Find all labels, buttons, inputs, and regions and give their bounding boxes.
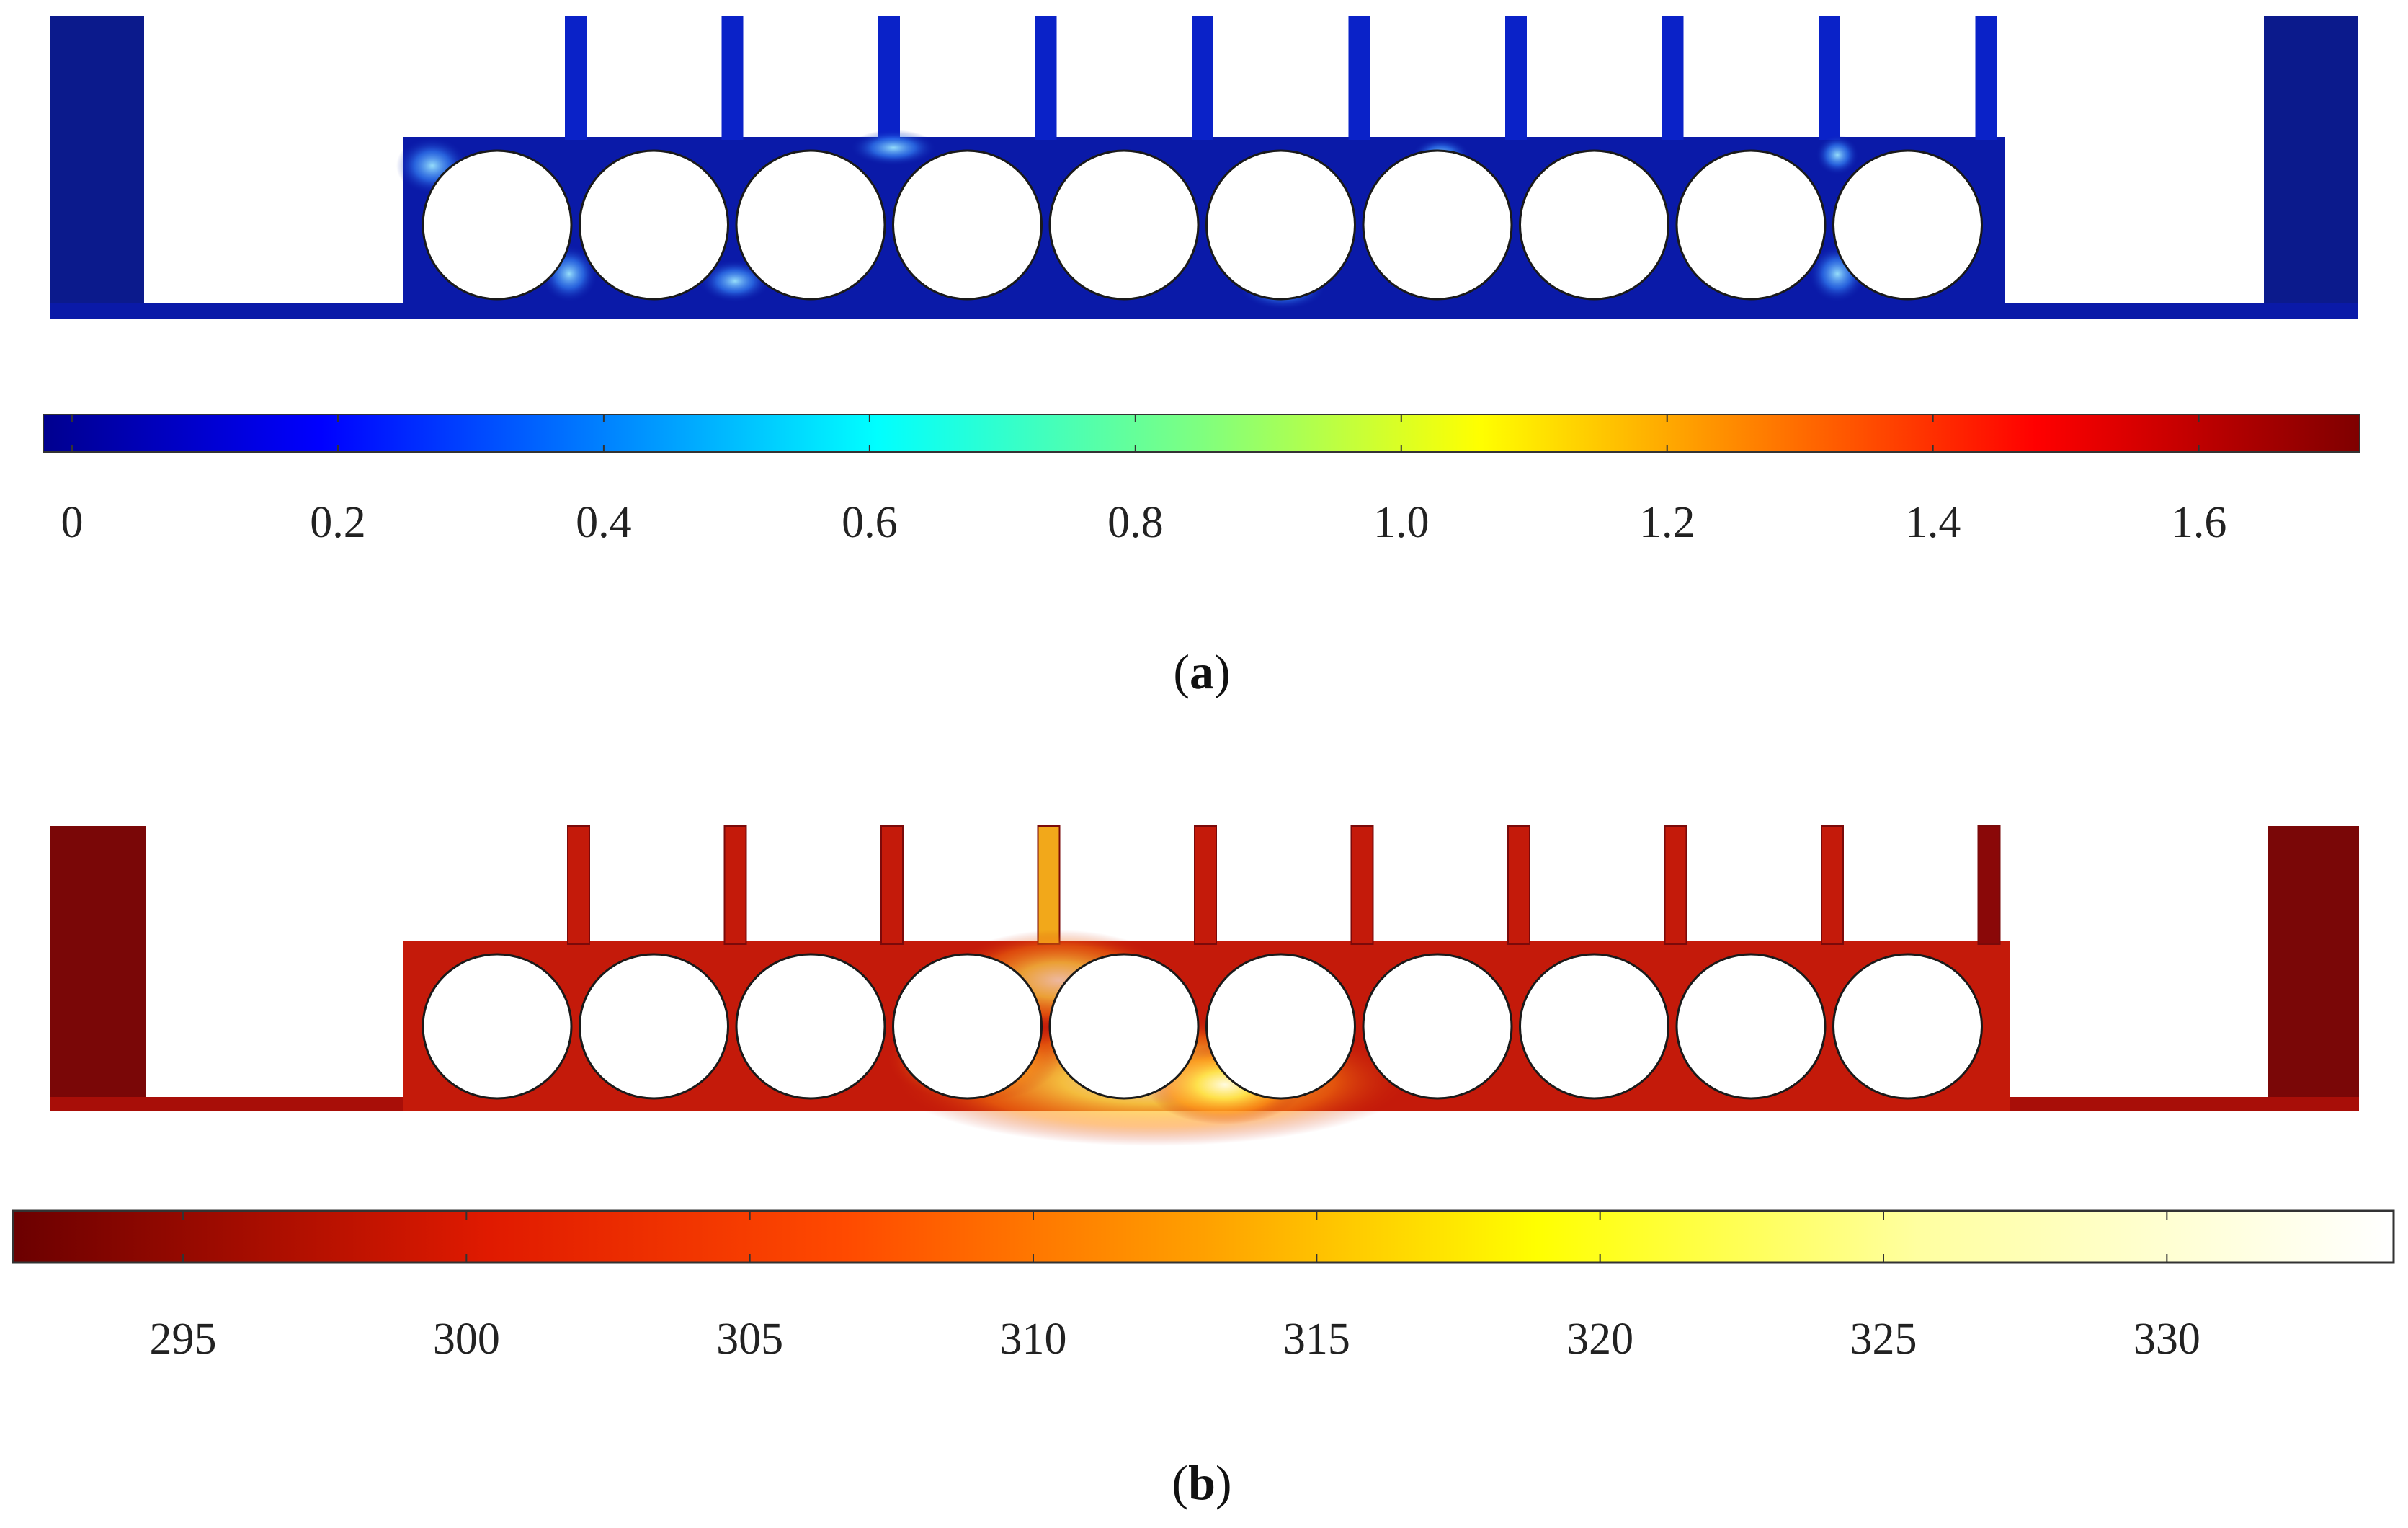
- fin: [1975, 16, 1997, 140]
- fin: [1664, 825, 1687, 945]
- colorbar-tick-label: 0.2: [310, 498, 366, 547]
- panel-a-label: (a): [1173, 644, 1230, 699]
- colorbar-tick-label: 0.6: [842, 498, 898, 547]
- colorbar-tick-label: 0: [61, 498, 84, 547]
- panel-b-geometry: [50, 825, 2359, 1146]
- fin: [1507, 825, 1530, 945]
- panel-b-label: (b): [1172, 1455, 1231, 1510]
- tube: [1519, 953, 1669, 1100]
- tube: [1048, 149, 1200, 301]
- colorbar-tick-label: 1.6: [2171, 498, 2227, 547]
- colorbar-a: 0 0.2 0.4 0.6 0.8 1.0 1.2 1.4 1.6: [43, 414, 2360, 547]
- tubes-a: [422, 149, 1983, 301]
- fin: [1819, 16, 1840, 140]
- tube: [892, 149, 1043, 301]
- tube: [1205, 953, 1356, 1100]
- panel-b-letter: b: [1188, 1455, 1216, 1510]
- left-wall: [50, 826, 146, 1111]
- colorbar-tick-label: 1.0: [1373, 498, 1430, 547]
- colorbar-a-gradient: [43, 414, 2360, 453]
- colorbar-b: 295 300 305 310 315 320 325 330: [12, 1209, 2395, 1364]
- fin: [723, 825, 747, 945]
- highlight-spot: [1816, 135, 1859, 175]
- right-wall: [2268, 826, 2359, 1111]
- panel-a-letter: a: [1190, 644, 1214, 699]
- tube: [1205, 149, 1356, 301]
- tube: [1675, 953, 1827, 1100]
- tube: [1519, 149, 1669, 301]
- panel-a: 0 0.2 0.4 0.6 0.8 1.0 1.2 1.4 1.6 (a): [43, 16, 2360, 699]
- tubes-b: [422, 953, 1983, 1100]
- colorbar-tick-label: 0.8: [1107, 498, 1164, 547]
- fin: [1977, 825, 2001, 945]
- fin: [721, 16, 744, 140]
- panel-b: 295 300 305 310 315 320 325 330 (b): [12, 825, 2395, 1510]
- highlight-spot: [850, 130, 937, 166]
- tube: [1048, 953, 1200, 1100]
- tube: [579, 953, 729, 1100]
- tube: [422, 149, 573, 301]
- tube: [1832, 149, 1983, 301]
- tube: [735, 149, 886, 301]
- colorbar-tick-label: 305: [716, 1315, 783, 1364]
- panel-a-geometry: [50, 16, 2358, 319]
- fin: [1194, 825, 1217, 945]
- fins-b: [567, 825, 2001, 945]
- colorbar-b-tick-labels: 295 300 305 310 315 320 325 330: [150, 1315, 2200, 1364]
- colorbar-a-tick-labels: 0 0.2 0.4 0.6 0.8 1.0 1.2 1.4 1.6: [61, 498, 2227, 547]
- fin: [880, 825, 904, 945]
- tube: [735, 953, 886, 1100]
- colorbar-tick-label: 0.4: [576, 498, 632, 547]
- colorbar-tick-label: 330: [2133, 1315, 2200, 1364]
- tube: [579, 149, 729, 301]
- fin: [1348, 16, 1370, 140]
- tube: [1832, 953, 1983, 1100]
- fin: [1037, 825, 1061, 945]
- colorbar-b-ticks: [182, 1211, 2168, 1263]
- fin: [1821, 825, 1844, 945]
- colorbar-tick-label: 295: [150, 1315, 217, 1364]
- colorbar-a-ticks: [71, 414, 2200, 452]
- left-wall: [50, 16, 144, 319]
- colorbar-tick-label: 1.4: [1905, 498, 1961, 547]
- fin: [878, 16, 900, 140]
- fin: [1662, 16, 1684, 140]
- fins-a: [565, 16, 1997, 140]
- fin: [567, 825, 590, 945]
- colorbar-tick-label: 300: [433, 1315, 500, 1364]
- fin: [1035, 16, 1057, 140]
- fin: [1350, 825, 1374, 945]
- tube: [422, 953, 573, 1100]
- tube: [1362, 149, 1513, 301]
- colorbar-tick-label: 320: [1566, 1315, 1633, 1364]
- fin: [565, 16, 587, 140]
- tube: [892, 953, 1043, 1100]
- fin: [1192, 16, 1213, 140]
- colorbar-tick-label: 310: [1000, 1315, 1067, 1364]
- colorbar-tick-label: 315: [1283, 1315, 1350, 1364]
- right-wall: [2264, 16, 2358, 319]
- tube: [1362, 953, 1513, 1100]
- colorbar-tick-label: 1.2: [1639, 498, 1695, 547]
- colorbar-b-gradient: [12, 1209, 2395, 1264]
- tube: [1675, 149, 1827, 301]
- fin: [1505, 16, 1527, 140]
- colorbar-tick-label: 325: [1850, 1315, 1917, 1364]
